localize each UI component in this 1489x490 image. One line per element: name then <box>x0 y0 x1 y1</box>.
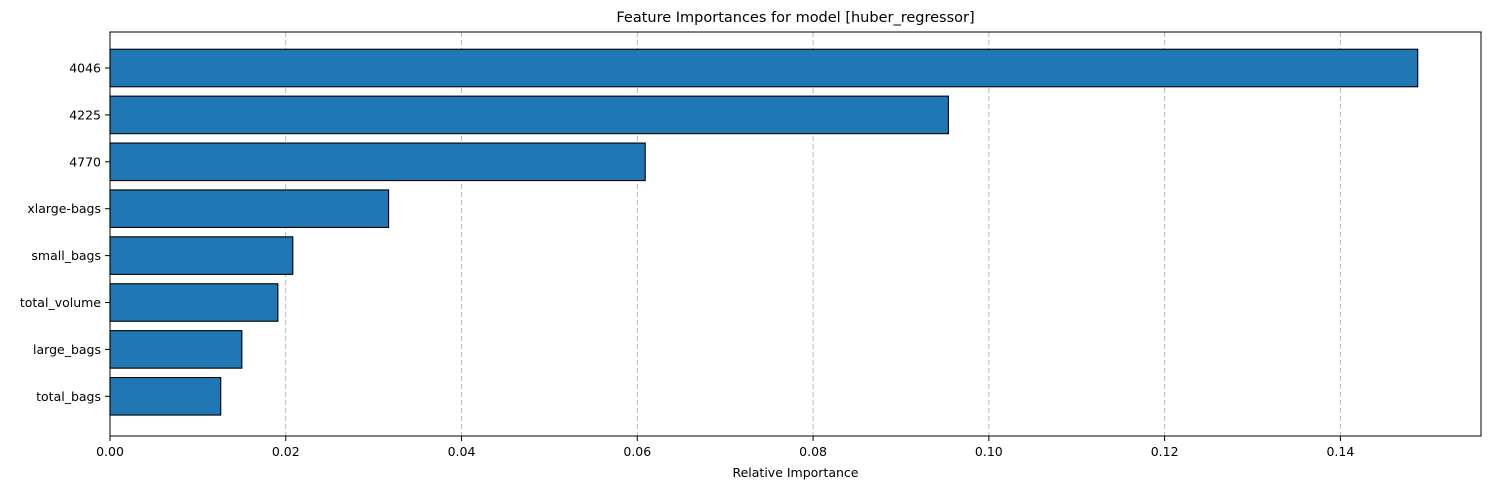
bar-xlarge-bags <box>109 189 390 229</box>
chart-title: Feature Importances for model [huber_reg… <box>616 10 974 26</box>
y-tick-label: total_bags <box>36 389 101 404</box>
x-axis-label: Relative Importance <box>732 465 858 480</box>
bar-total_bags <box>109 376 222 416</box>
x-tick-label: 0.02 <box>272 444 300 459</box>
x-tick-label: 0.12 <box>1151 444 1179 459</box>
bar-4770 <box>109 142 646 182</box>
x-tick-label: 0.14 <box>1326 444 1354 459</box>
bar-small_bags <box>109 236 294 275</box>
y-axis-ticks: 4046 4225 4770 xlarge-bags small_bags total_v… <box>20 61 110 404</box>
y-tick-label: small_bags <box>31 248 101 263</box>
x-gridlines <box>285 32 1341 436</box>
y-tick-label: 4770 <box>69 154 101 169</box>
bars <box>109 48 1419 416</box>
x-tick-label: 0.10 <box>975 444 1003 459</box>
bar-4046 <box>109 48 1419 88</box>
x-axis-ticks: 0.00 0.02 0.04 0.06 0.08 0.10 0.12 0.14 <box>96 436 1354 459</box>
y-tick-label: large_bags <box>33 342 101 357</box>
x-tick-label: 0.06 <box>623 444 651 459</box>
bar-4225 <box>109 95 949 135</box>
x-tick-label: 0.04 <box>448 444 476 459</box>
y-tick-label: 4046 <box>69 61 101 76</box>
bar-large_bags <box>109 330 243 369</box>
plot-frame <box>109 31 1482 437</box>
x-tick-label: 0.00 <box>96 444 124 459</box>
y-tick-label: xlarge-bags <box>27 201 101 216</box>
bar-total_volume <box>109 283 279 322</box>
y-tick-label: 4225 <box>69 107 101 122</box>
x-tick-label: 0.08 <box>799 444 827 459</box>
y-tick-label: total_volume <box>20 295 101 310</box>
